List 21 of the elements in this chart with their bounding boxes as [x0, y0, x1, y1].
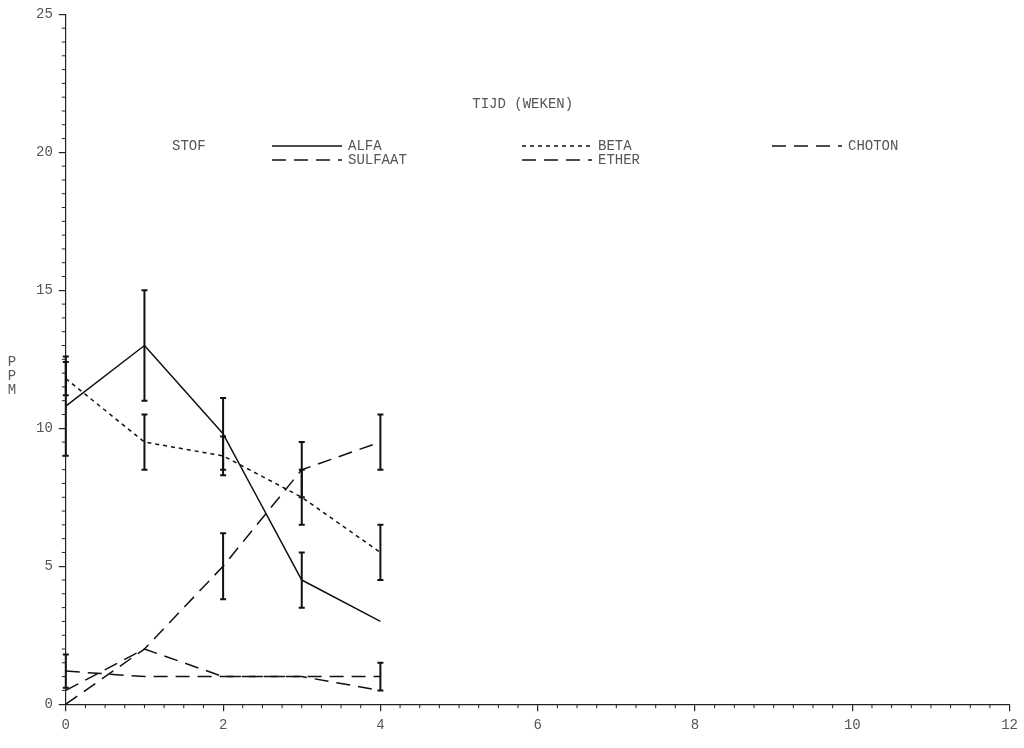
y-tick-label: 5	[44, 557, 53, 574]
x-tick-label: 2	[218, 717, 228, 734]
y-tick-label: 25	[35, 6, 53, 23]
legend-label: ALFA	[348, 137, 383, 154]
x-tick-label: 0	[61, 717, 71, 734]
legend-label: ETHER	[598, 151, 641, 168]
y-tick-label: 15	[35, 282, 53, 299]
x-tick-label: 8	[690, 717, 700, 734]
y-axis-title: PPM	[7, 353, 17, 398]
x-tick-label: 10	[843, 717, 861, 734]
legend-label: CHOTON	[848, 137, 899, 154]
x-tick-label: 12	[1001, 717, 1018, 734]
legend-title: STOF	[172, 137, 206, 154]
legend-label: BETA	[598, 137, 633, 154]
x-tick-label: 4	[376, 717, 385, 734]
legend-label: SULFAAT	[348, 151, 407, 168]
y-tick-label: 10	[35, 419, 53, 436]
x-tick-label: 6	[533, 717, 542, 734]
text: TIJD (WEKEN)	[472, 95, 574, 112]
y-tick-label: 0	[44, 695, 53, 712]
y-tick-label: 20	[35, 144, 53, 161]
